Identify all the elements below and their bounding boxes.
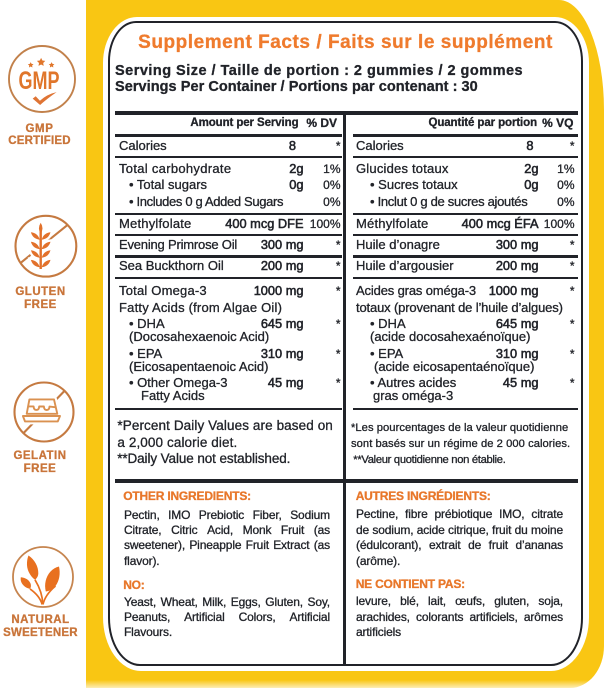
svg-text:GMP: GMP [19,67,60,95]
